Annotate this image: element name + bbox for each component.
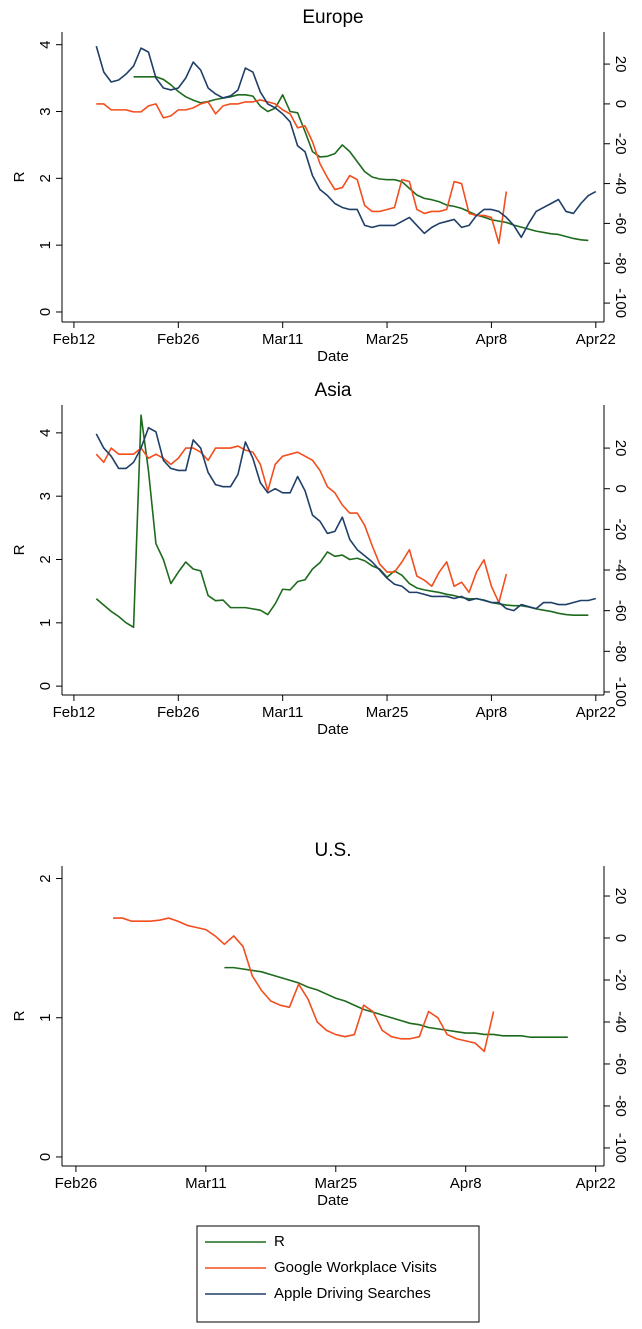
x-tick-label: Mar11 — [262, 704, 303, 721]
x-tick-label: Apr8 — [450, 1175, 482, 1192]
x-tick-label: Feb26 — [157, 704, 200, 721]
y2-tick-label: -80 — [612, 1095, 629, 1117]
y2-tick-label: -100 — [612, 288, 629, 318]
y-tick-label: 1 — [37, 241, 54, 249]
x-tick-label: Mar25 — [366, 704, 409, 721]
x-tick-label: Apr22 — [576, 704, 616, 721]
legend-box — [196, 1225, 480, 1323]
y2-tick-label: 20 — [612, 56, 629, 73]
series-line — [95, 414, 589, 629]
y-axis-label: R — [11, 1010, 28, 1021]
y2-tick-label: -20 — [612, 969, 629, 991]
y-tick-label: 0 — [37, 682, 54, 690]
y-axis-label: R — [11, 171, 28, 182]
series-line — [95, 445, 508, 604]
x-tick-label: Apr8 — [476, 331, 508, 348]
y2-tick-label: -20 — [612, 133, 629, 155]
x-tick-label: Apr22 — [576, 1175, 616, 1192]
y-tick-label: 0 — [37, 308, 54, 316]
y2-tick-label: -20 — [612, 519, 629, 541]
y2-tick-label: -40 — [612, 559, 629, 581]
y-tick-label: 4 — [37, 429, 54, 437]
legend-label: Apple Driving Searches — [274, 1285, 431, 1302]
y-tick-label: 2 — [37, 874, 54, 882]
y-tick-label: 3 — [37, 107, 54, 115]
y2-tick-label: -80 — [612, 252, 629, 274]
y2-tick-label: 0 — [612, 934, 629, 942]
y-tick-label: 2 — [37, 174, 54, 182]
y2-tick-label: -100 — [612, 677, 629, 707]
x-tick-label: Mar25 — [366, 331, 409, 348]
chart-title: Asia — [315, 380, 352, 401]
x-axis-label: Date — [317, 348, 349, 365]
y-axis-label: R — [11, 544, 28, 555]
series-line — [96, 99, 508, 245]
chart-title: Europe — [302, 7, 363, 28]
y2-tick-label: -60 — [612, 600, 629, 622]
legend-label: R — [274, 1233, 285, 1250]
series-line — [113, 917, 495, 1053]
x-axis-label: Date — [317, 1192, 349, 1209]
y2-tick-label: -40 — [612, 1011, 629, 1033]
x-tick-label: Mar25 — [315, 1175, 358, 1192]
y-tick-label: 3 — [37, 492, 54, 500]
y2-tick-label: -80 — [612, 640, 629, 662]
x-tick-label: Feb12 — [53, 331, 96, 348]
series-line — [95, 45, 597, 239]
y-tick-label: 0 — [37, 1153, 54, 1161]
x-tick-label: Mar11 — [262, 331, 303, 348]
x-tick-label: Feb26 — [55, 1175, 98, 1192]
x-tick-label: Apr22 — [576, 331, 616, 348]
x-tick-label: Mar11 — [185, 1175, 226, 1192]
y2-tick-label: 20 — [612, 440, 629, 457]
y2-tick-label: -100 — [612, 1133, 629, 1163]
y-tick-label: 1 — [37, 619, 54, 627]
chart-title: U.S. — [315, 840, 352, 861]
legend-label: Google Workplace Visits — [274, 1259, 437, 1276]
y2-tick-label: 0 — [612, 485, 629, 493]
x-tick-label: Apr8 — [476, 704, 508, 721]
x-tick-label: Feb26 — [157, 331, 200, 348]
series-line — [224, 966, 568, 1039]
y2-tick-label: 20 — [612, 888, 629, 905]
y-tick-label: 4 — [37, 41, 54, 49]
y2-tick-label: 0 — [612, 100, 629, 108]
x-tick-label: Feb12 — [53, 704, 96, 721]
y-tick-label: 2 — [37, 555, 54, 563]
y-tick-label: 1 — [37, 1014, 54, 1022]
y2-tick-label: -60 — [612, 1053, 629, 1075]
y2-tick-label: -40 — [612, 173, 629, 195]
series-line — [95, 426, 597, 612]
y2-tick-label: -60 — [612, 213, 629, 235]
x-axis-label: Date — [317, 721, 349, 738]
